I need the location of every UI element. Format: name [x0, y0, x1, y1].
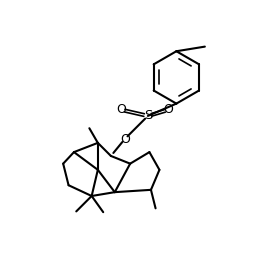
Text: S: S [144, 109, 152, 122]
Text: O: O [120, 132, 130, 146]
Text: O: O [164, 103, 174, 116]
Text: O: O [116, 103, 126, 116]
